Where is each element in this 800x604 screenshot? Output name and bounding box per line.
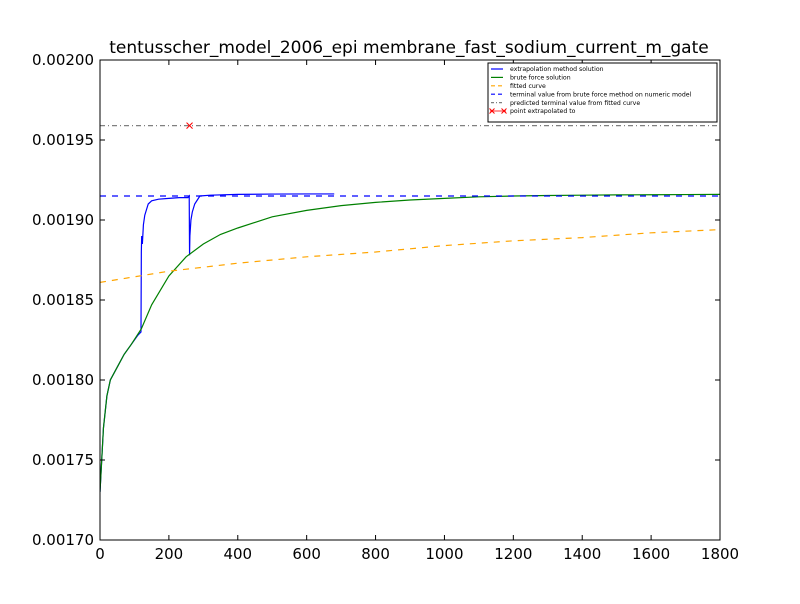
series-line-2: [100, 229, 720, 283]
plot-frame: [99, 59, 721, 541]
marker-point-extrapolated: [186, 122, 193, 129]
x-tick-label: 400: [223, 545, 252, 563]
legend-frame: [487, 62, 718, 123]
chart-title: tentusscher_model_2006_epi membrane_fast…: [109, 38, 708, 58]
legend: extrapolation method solution brute force…: [487, 62, 718, 123]
x-tick-label: 1400: [563, 545, 601, 563]
legend-label: extrapolation method solution: [510, 66, 604, 73]
y-tick-label: 0.00200: [32, 51, 94, 69]
y-tick-label: 0.00170: [32, 531, 94, 549]
y-tick-label: 0.00175: [32, 451, 94, 469]
legend-label: brute force solution: [510, 75, 571, 82]
x-tick-label: 200: [155, 545, 184, 563]
legend-label: terminal value from brute force method o…: [510, 91, 692, 98]
y-tick-label: 0.00185: [32, 291, 94, 309]
x-tick-label: 1600: [632, 545, 670, 563]
marker-x-stroke: [186, 122, 193, 129]
legend-marker-x: [501, 108, 507, 114]
series-layer: [100, 122, 720, 493]
legend-marker-x: [489, 108, 495, 114]
x-tick-label: 600: [292, 545, 321, 563]
x-tick-label: 0: [95, 545, 105, 563]
y-tick-label: 0.00190: [32, 211, 94, 229]
x-tick-label: 800: [361, 545, 390, 563]
legend-label: fitted curve: [510, 83, 546, 90]
legend-label: predicted terminal value from fitted cur…: [510, 100, 640, 107]
y-tick-label: 0.00180: [32, 371, 94, 389]
plot-area: [100, 60, 720, 540]
axes-layer: 0 200 400 600 800 1000 1200 1400 1600 1800 0.00170…: [32, 51, 739, 563]
x-tick-label: 1200: [494, 545, 532, 563]
y-tick-label: 0.00195: [32, 131, 94, 149]
x-tick-label: 1000: [425, 545, 463, 563]
x-tick-label: 1800: [701, 545, 739, 563]
legend-label: point extrapolated to: [510, 108, 576, 115]
